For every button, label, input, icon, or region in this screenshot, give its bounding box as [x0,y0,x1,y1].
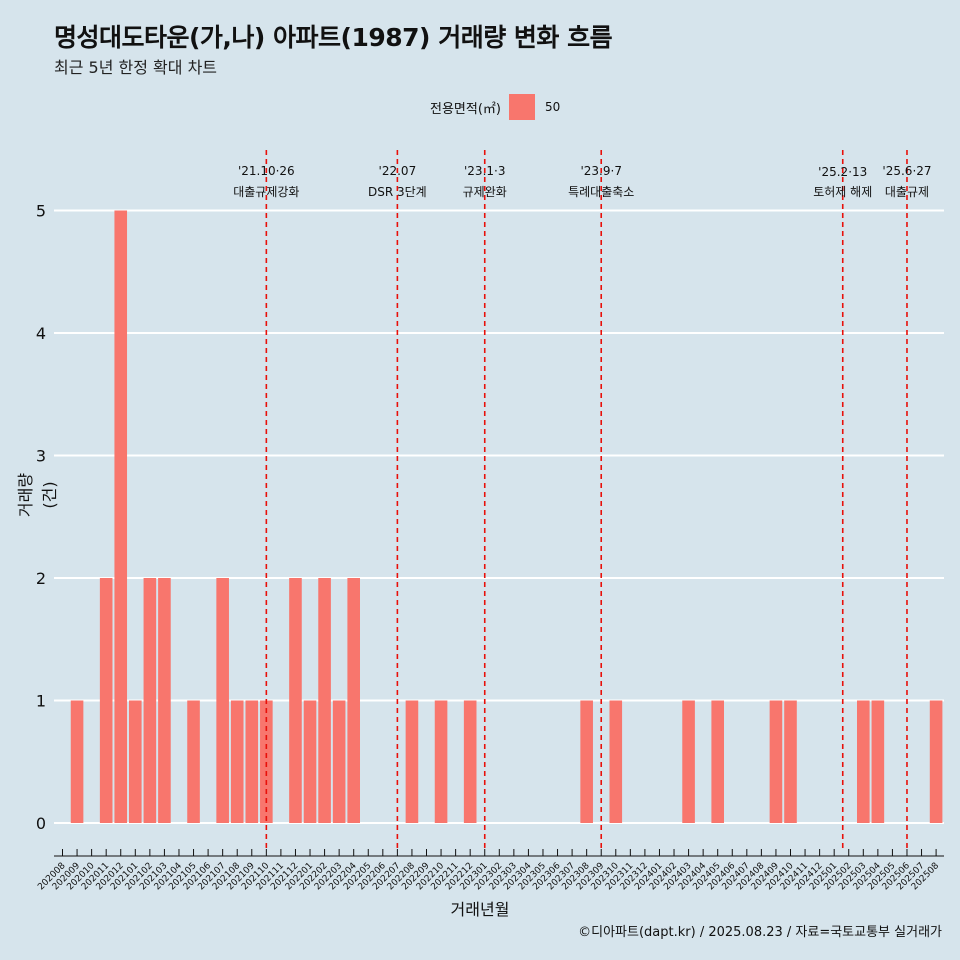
chart-title: 명성대도타운(가,나) 아파트(1987) 거래량 변화 흐름 [54,23,613,52]
y-tick-label: 5 [36,202,46,221]
y-tick-label: 0 [36,814,46,833]
source-caption: ©디아파트(dapt.kr) / 2025.08.23 / 자료=국토교통부 실… [578,925,942,940]
bar [303,700,317,823]
bar [929,700,943,823]
bar [114,210,128,823]
legend: 전용면적(㎡) 50 [430,94,560,120]
annotation-label: 특례대출축소 [568,185,634,199]
annotation-label: DSR 3단계 [368,185,427,199]
bar [129,700,142,823]
bar [70,700,84,823]
y-tick-label: 1 [36,692,46,711]
bar [158,578,171,823]
y-tick-label: 2 [36,569,46,588]
bar [871,700,885,823]
annotation-date: '23.9·7 [580,164,621,178]
bar [609,700,623,823]
bar [405,700,419,823]
y-tick-label: 3 [36,447,46,466]
legend-swatch [508,94,535,120]
bar [289,578,302,823]
chart-subtitle: 최근 5년 한정 확대 차트 [54,58,218,77]
bar [260,700,273,823]
bar [434,700,448,823]
bar [230,700,244,823]
bar [682,700,695,823]
annotation-date: '22.07 [379,164,417,178]
annotation-date: '25.6·27 [882,164,931,178]
x-axis-label: 거래년월 [450,900,510,919]
annotation-label: 토허제 해제 [813,185,872,199]
bar [463,700,477,823]
annotation-label: 규제완화 [463,185,507,199]
bar [245,700,259,823]
y-axis-label: 거래량(건) [16,472,59,518]
annotation-date: '23.1·3 [464,164,505,178]
bar [769,700,783,823]
legend-label: 50 [544,100,561,114]
bar [332,700,346,823]
bar [580,700,593,823]
annotation-date: '25.2·13 [818,165,867,179]
bar [99,578,113,823]
bar [857,700,870,823]
bar [318,578,331,823]
bar [347,578,360,823]
bar [143,578,157,823]
bar [784,700,797,823]
bar [711,700,724,823]
annotation-date: '21.10·26 [238,164,295,178]
annotation-label: 대출규제강화 [233,185,299,199]
bar [216,578,229,823]
y-tick-label: 4 [36,324,46,343]
legend-title: 전용면적(㎡) [430,101,501,117]
annotation-label: 대출규제 [885,185,929,199]
bar [187,700,200,823]
